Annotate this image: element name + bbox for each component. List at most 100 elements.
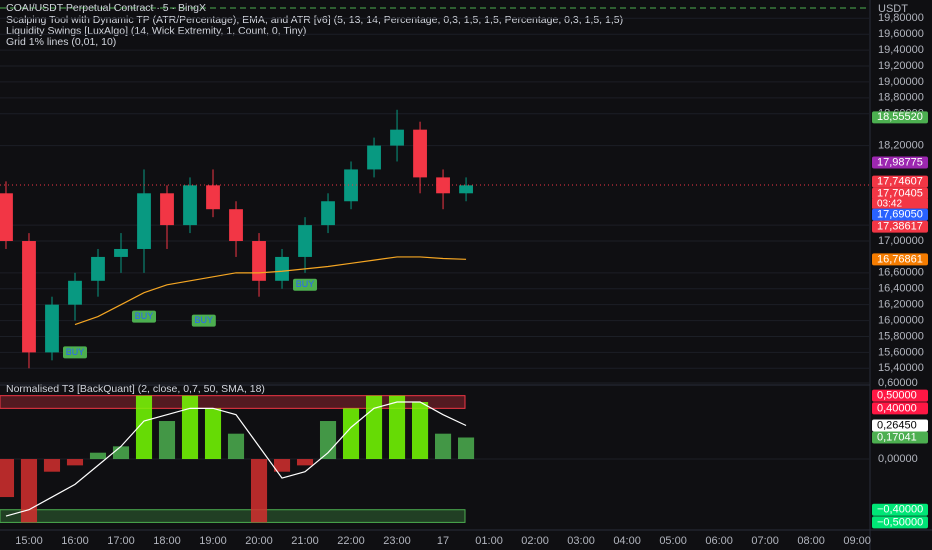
y-tick-label: 0,60000 (878, 377, 918, 389)
y-tick-label: 16,20000 (878, 299, 924, 311)
oscillator-bar (43, 459, 61, 472)
x-tick-label: 02:00 (521, 535, 549, 547)
oscillator-bar (66, 459, 84, 466)
buy-signal-label: BUY (195, 315, 214, 325)
oscillator-bar (319, 421, 337, 460)
price-marker-label: 0,26450 (877, 419, 917, 431)
candle-body (137, 193, 151, 249)
indicator: Grid 1% lines (0,01, 10) (6, 36, 116, 48)
indicator: Scalping Tool with Dynamic TP (ATR/Perce… (6, 14, 623, 26)
x-tick-label: 23:00 (383, 535, 411, 547)
candle-body (68, 280, 82, 305)
candle-body (321, 201, 335, 226)
candle-body (298, 225, 312, 257)
price-marker (872, 431, 928, 444)
oscillator-bar (296, 459, 314, 466)
oscillator-bar (365, 395, 383, 460)
oscillator-bar (388, 395, 406, 460)
level-band (0, 509, 466, 523)
buy-signal (191, 314, 216, 327)
y-tick-label: 18,80000 (878, 92, 924, 104)
countdown: 03:42 (877, 198, 902, 209)
oscillator-bar (458, 437, 475, 460)
price-marker-label: 17,74607 (877, 176, 923, 188)
oscillator-bar (411, 402, 429, 460)
candle-body (0, 193, 13, 242)
x-tick-label: 04:00 (613, 535, 641, 547)
y-tick-label: 18,20000 (878, 139, 924, 151)
price-marker (872, 220, 928, 233)
price-marker (872, 389, 928, 402)
chart-title: COAI/USDT Perpetual Contract · 5 · BingX (6, 2, 206, 14)
y-tick-label: 19,20000 (878, 60, 924, 72)
candle-body (252, 241, 266, 281)
price-marker-label: −0,50000 (877, 516, 923, 528)
price-marker-label: 17,38617 (877, 221, 923, 233)
price-marker-label: 0,17041 (877, 431, 917, 443)
oscillator-bar (0, 459, 15, 498)
candle-body (390, 129, 404, 146)
buy-signal (132, 310, 157, 323)
x-tick-label: 01:00 (475, 535, 503, 547)
price-marker (872, 156, 928, 169)
y-tick-label: 19,00000 (878, 76, 924, 88)
y-tick-label: 19,80000 (878, 12, 924, 24)
buy-signal-label: BUY (135, 311, 154, 321)
oscillator-bar (181, 395, 199, 460)
currency: USDT (878, 3, 908, 15)
oscillator-bar (435, 433, 452, 460)
x-tick-label: 07:00 (751, 535, 779, 547)
price-marker-label: 0,40000 (877, 402, 917, 414)
price-marker (872, 402, 928, 415)
oscillator-bar (342, 408, 360, 460)
price-marker (872, 516, 928, 529)
candle-body (206, 185, 220, 210)
buy-signal (293, 278, 318, 291)
y-tick-label: 15,80000 (878, 330, 924, 342)
candle-body (367, 145, 381, 170)
price-marker-label: 16,76861 (877, 253, 923, 265)
price-marker-label: 17,70405 (877, 188, 923, 200)
candle-body (114, 248, 128, 257)
price-marker (872, 187, 928, 200)
candle-body (22, 241, 36, 353)
x-tick-label: 08:00 (797, 535, 825, 547)
price-marker (872, 419, 928, 432)
y-tick-label: 16,60000 (878, 267, 924, 279)
y-tick-label: 19,40000 (878, 44, 924, 56)
oscillator-bar (135, 395, 153, 460)
price-marker-label: 17,98775 (877, 156, 923, 168)
oscillator-bar (273, 459, 291, 472)
oscillator-bar (250, 459, 268, 523)
x-tick-label: 15:00 (15, 535, 43, 547)
buy-signal-label: BUY (66, 347, 85, 357)
oscillator-line (5, 401, 467, 517)
candle-body (344, 169, 358, 202)
price-marker (872, 208, 928, 221)
candle-body (459, 185, 473, 194)
oscillator-bar (112, 446, 130, 460)
candle-body (275, 256, 289, 281)
oscillator-bar (204, 408, 222, 460)
y-tick-label: 0,00000 (878, 453, 918, 465)
oscillator-title: Normalised T3 [BackQuant] (2, close, 0,7… (6, 383, 265, 395)
price-marker-label: 17,69050 (877, 209, 923, 221)
y-tick-label: 19,60000 (878, 28, 924, 40)
y-tick-label: 16,00000 (878, 314, 924, 326)
x-tick-label: 18:00 (153, 535, 181, 547)
y-tick-label: 15,60000 (878, 346, 924, 358)
y-tick-label: 15,40000 (878, 362, 924, 374)
x-tick-label: 03:00 (567, 535, 595, 547)
oscillator-bar (20, 459, 38, 523)
candle-body (45, 304, 59, 353)
candle-body (183, 185, 197, 226)
x-tick-label: 19:00 (199, 535, 227, 547)
price-marker-label: −0,40000 (877, 504, 923, 516)
buy-signal (62, 346, 87, 359)
price-marker-label: 0,50000 (877, 390, 917, 402)
y-tick-label: 16,40000 (878, 283, 924, 295)
candle-body (413, 129, 427, 178)
buy-signal-label: BUY (296, 279, 315, 289)
